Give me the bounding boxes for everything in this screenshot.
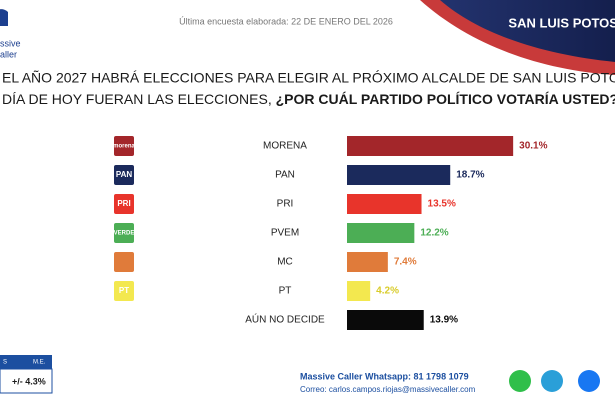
logo-text: aller <box>0 49 17 59</box>
logo-text: ssive <box>0 38 21 48</box>
email: Correo: carlos.campos.riojas@massivecall… <box>300 385 476 394</box>
party-logo <box>114 136 134 156</box>
bar <box>347 252 388 272</box>
region: SAN LUIS POTOSÍ <box>508 15 615 30</box>
category-label: MORENA <box>263 141 307 152</box>
stats-body <box>0 368 53 394</box>
party-logo-text: PT <box>119 286 129 295</box>
stats-header-cell: M.E. <box>33 360 46 366</box>
value-label: 13.5% <box>428 199 456 210</box>
question-text: DÍA DE HOY FUERAN LAS ELECCIONES, <box>2 91 276 107</box>
value-label: 30.1% <box>519 141 547 152</box>
date-note: Última encuesta elaborada: 22 DE ENERO D… <box>179 16 393 26</box>
margin-of-error: +/- 4.3% <box>12 376 46 386</box>
telegram-icon[interactable] <box>541 370 563 392</box>
question-line: DÍA DE HOY FUERAN LAS ELECCIONES, ¿POR C… <box>2 91 615 107</box>
whatsapp-icon[interactable] <box>509 370 531 392</box>
party-logo <box>114 165 134 185</box>
category-label: PRI <box>277 199 294 210</box>
category-label: AÚN NO DECIDE <box>245 313 325 326</box>
party-logo <box>114 252 134 272</box>
stats-header <box>0 355 52 369</box>
value-label: 13.9% <box>430 315 458 326</box>
facebook-icon[interactable] <box>578 370 600 392</box>
value-label: 4.2% <box>376 286 399 297</box>
category-label: PT <box>279 286 292 297</box>
bar <box>347 223 415 243</box>
stats-header-cell: S <box>3 360 7 366</box>
party-logo <box>114 223 134 243</box>
party-logo-text: morena <box>113 144 135 150</box>
category-label: MC <box>277 257 293 268</box>
bar-chart: MORENA 30.1% morena PAN 18.7% PAN PRI 13.5% PRI P… <box>113 136 548 330</box>
question-line: EL AÑO 2027 HABRÁ ELECCIONES PARA ELEGIR… <box>2 70 615 86</box>
bar <box>347 194 422 214</box>
value-label: 18.7% <box>456 170 484 181</box>
logo-mark <box>0 9 8 26</box>
party-logo-text: VERDE <box>114 231 135 237</box>
value-label: 12.2% <box>420 228 448 239</box>
category-label: PAN <box>275 170 295 181</box>
party-logo <box>114 281 134 301</box>
party-logo <box>114 194 134 214</box>
banner <box>440 0 615 62</box>
bar <box>347 136 514 156</box>
bar <box>347 310 424 330</box>
value-label: 7.4% <box>394 257 417 268</box>
bar <box>347 165 451 185</box>
whatsapp: Massive Caller Whatsapp: 81 1798 1079 <box>300 371 469 381</box>
party-logo-text: PAN <box>116 170 133 179</box>
party-logo-text: PRI <box>117 199 130 208</box>
category-label: PVEM <box>271 228 299 239</box>
question-emphasis: ¿POR CUÁL PARTIDO POLÍTICO VOTARÍA USTED… <box>276 91 615 107</box>
bar <box>347 281 371 301</box>
